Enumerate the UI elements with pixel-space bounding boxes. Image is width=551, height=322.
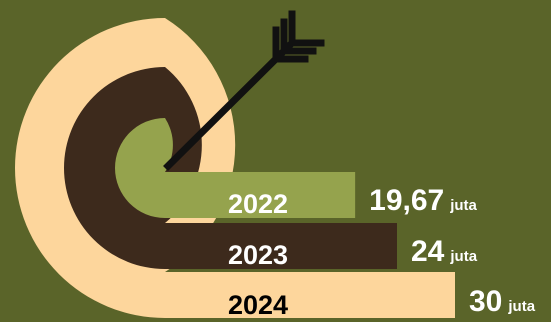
category-label-2023: 2023 [228, 240, 288, 270]
value-number-2022: 19,67 [369, 184, 444, 217]
category-label-2022: 2022 [228, 189, 288, 219]
bar-2023 [64, 67, 397, 269]
target-arrow-icon [163, 10, 325, 171]
bar-2022 [115, 118, 356, 218]
category-label-2024: 2024 [228, 290, 288, 320]
value-number-2024: 30 [469, 285, 502, 318]
value-label-2022: 19,67 juta [369, 184, 477, 217]
value-label-2024: 30 juta [469, 285, 536, 318]
value-number-2023: 24 [411, 235, 445, 268]
value-unit-2022: juta [449, 197, 477, 214]
value-label-2023: 24 juta [411, 235, 478, 268]
value-unit-2023: juta [449, 248, 477, 265]
value-unit-2024: juta [507, 298, 535, 315]
